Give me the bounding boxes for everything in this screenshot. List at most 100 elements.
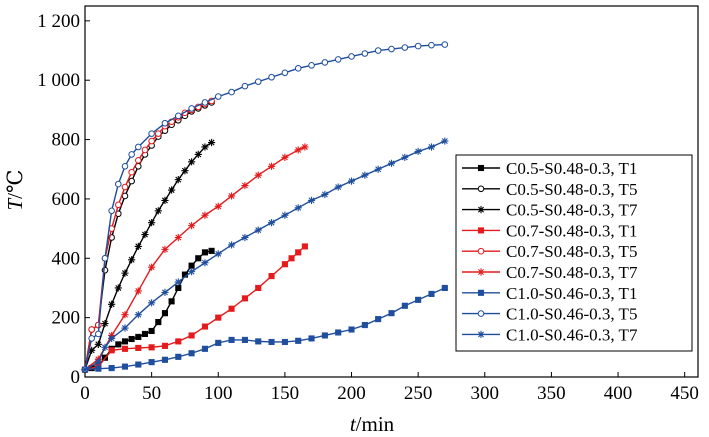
data-point <box>128 151 135 158</box>
data-point <box>201 99 209 106</box>
data-point <box>428 41 435 49</box>
legend-item: C1.0-S0.46-0.3, T5 <box>462 305 637 324</box>
data-point <box>161 245 169 253</box>
data-point <box>281 211 289 219</box>
legend-label: C0.5-S0.48-0.3, T5 <box>506 180 637 199</box>
data-point <box>148 263 156 271</box>
data-point <box>308 335 315 342</box>
y-ticks-layer: 0 200 400 600 800 1 000 1 200 <box>37 11 90 388</box>
data-point <box>281 261 288 268</box>
data-point <box>161 356 169 363</box>
data-point <box>254 171 262 179</box>
data-point <box>401 153 409 161</box>
data-point <box>414 147 422 156</box>
data-point <box>148 327 155 335</box>
legend-swatch-marker <box>477 289 485 296</box>
legend-item: C0.7-S0.48-0.3, T1 <box>462 221 637 240</box>
x-tick-label: 200 <box>337 383 366 404</box>
legend-swatch-marker <box>477 268 485 276</box>
data-point <box>301 243 308 250</box>
x-ticks-layer: 0 50 100 150 200 250 300 350 400 450 <box>80 372 699 404</box>
data-point <box>174 176 182 184</box>
legend-item: C0.5-S0.48-0.3, T7 <box>462 201 638 220</box>
y-tick-label: 0 <box>71 367 81 388</box>
x-axis-title: t/min <box>350 412 395 436</box>
data-point <box>254 226 262 234</box>
data-point <box>121 269 129 277</box>
data-point <box>101 254 109 262</box>
data-point <box>214 202 222 210</box>
data-point <box>148 130 155 137</box>
legend-label: C0.7-S0.48-0.3, T1 <box>506 221 637 240</box>
data-point <box>281 338 288 346</box>
x-axis-unit: /min <box>356 412 395 436</box>
data-point <box>255 338 262 345</box>
data-point <box>388 45 395 53</box>
legend-label: C1.0-S0.46-0.3, T7 <box>506 325 638 344</box>
data-point <box>88 326 95 333</box>
data-point <box>268 338 275 346</box>
data-point <box>135 344 142 351</box>
y-tick-label: 200 <box>52 308 81 329</box>
data-point <box>135 361 142 368</box>
data-point <box>208 247 215 254</box>
x-tick-label: 450 <box>670 383 699 404</box>
data-point <box>348 53 355 60</box>
x-tick-label: 0 <box>80 383 90 404</box>
data-point <box>115 180 122 188</box>
data-point <box>374 47 382 54</box>
legend-label: C0.5-S0.48-0.3, T1 <box>506 159 637 178</box>
x-tick-label: 300 <box>471 383 500 404</box>
data-point <box>255 284 262 292</box>
data-point <box>294 65 302 72</box>
y-tick-label: 1 000 <box>37 70 80 91</box>
data-point <box>374 165 382 173</box>
data-point <box>361 50 369 57</box>
data-point <box>188 158 196 166</box>
data-point <box>194 150 202 158</box>
legend-swatch-marker <box>477 330 485 338</box>
data-point <box>181 167 189 175</box>
data-point <box>175 353 182 360</box>
data-point <box>155 319 162 326</box>
data-point <box>321 59 329 66</box>
data-point <box>428 290 435 297</box>
data-point <box>134 311 142 319</box>
data-point <box>134 242 142 251</box>
data-point <box>168 186 176 194</box>
data-point <box>361 171 369 179</box>
data-point <box>121 324 129 332</box>
data-point <box>215 339 222 346</box>
data-point <box>174 233 182 242</box>
y-tick-label: 600 <box>52 189 81 210</box>
data-point <box>281 69 289 77</box>
data-point <box>161 119 169 127</box>
data-point <box>148 219 156 227</box>
data-point <box>168 298 175 305</box>
data-point <box>228 336 235 343</box>
data-point <box>108 334 116 343</box>
data-point <box>254 78 262 85</box>
data-point <box>188 268 196 276</box>
data-point <box>228 88 235 96</box>
legend-item: C0.7-S0.48-0.3, T5 <box>462 242 637 261</box>
x-tick-label: 50 <box>142 383 161 404</box>
data-point <box>175 284 182 292</box>
data-point <box>335 329 342 336</box>
legend-label: C1.0-S0.46-0.3, T1 <box>506 284 637 303</box>
legend-item: C0.5-S0.48-0.3, T1 <box>462 159 637 178</box>
y-tick-label: 400 <box>52 248 81 269</box>
data-point <box>347 177 356 185</box>
data-point <box>215 314 222 321</box>
data-point <box>441 137 449 145</box>
data-point <box>95 330 102 338</box>
data-point <box>228 305 235 312</box>
data-point <box>121 183 129 191</box>
data-point <box>441 284 448 292</box>
y-axis-unit: /℃ <box>3 169 27 198</box>
data-point <box>115 341 122 348</box>
data-point <box>401 44 409 51</box>
data-point <box>148 299 156 307</box>
data-point <box>161 342 169 349</box>
